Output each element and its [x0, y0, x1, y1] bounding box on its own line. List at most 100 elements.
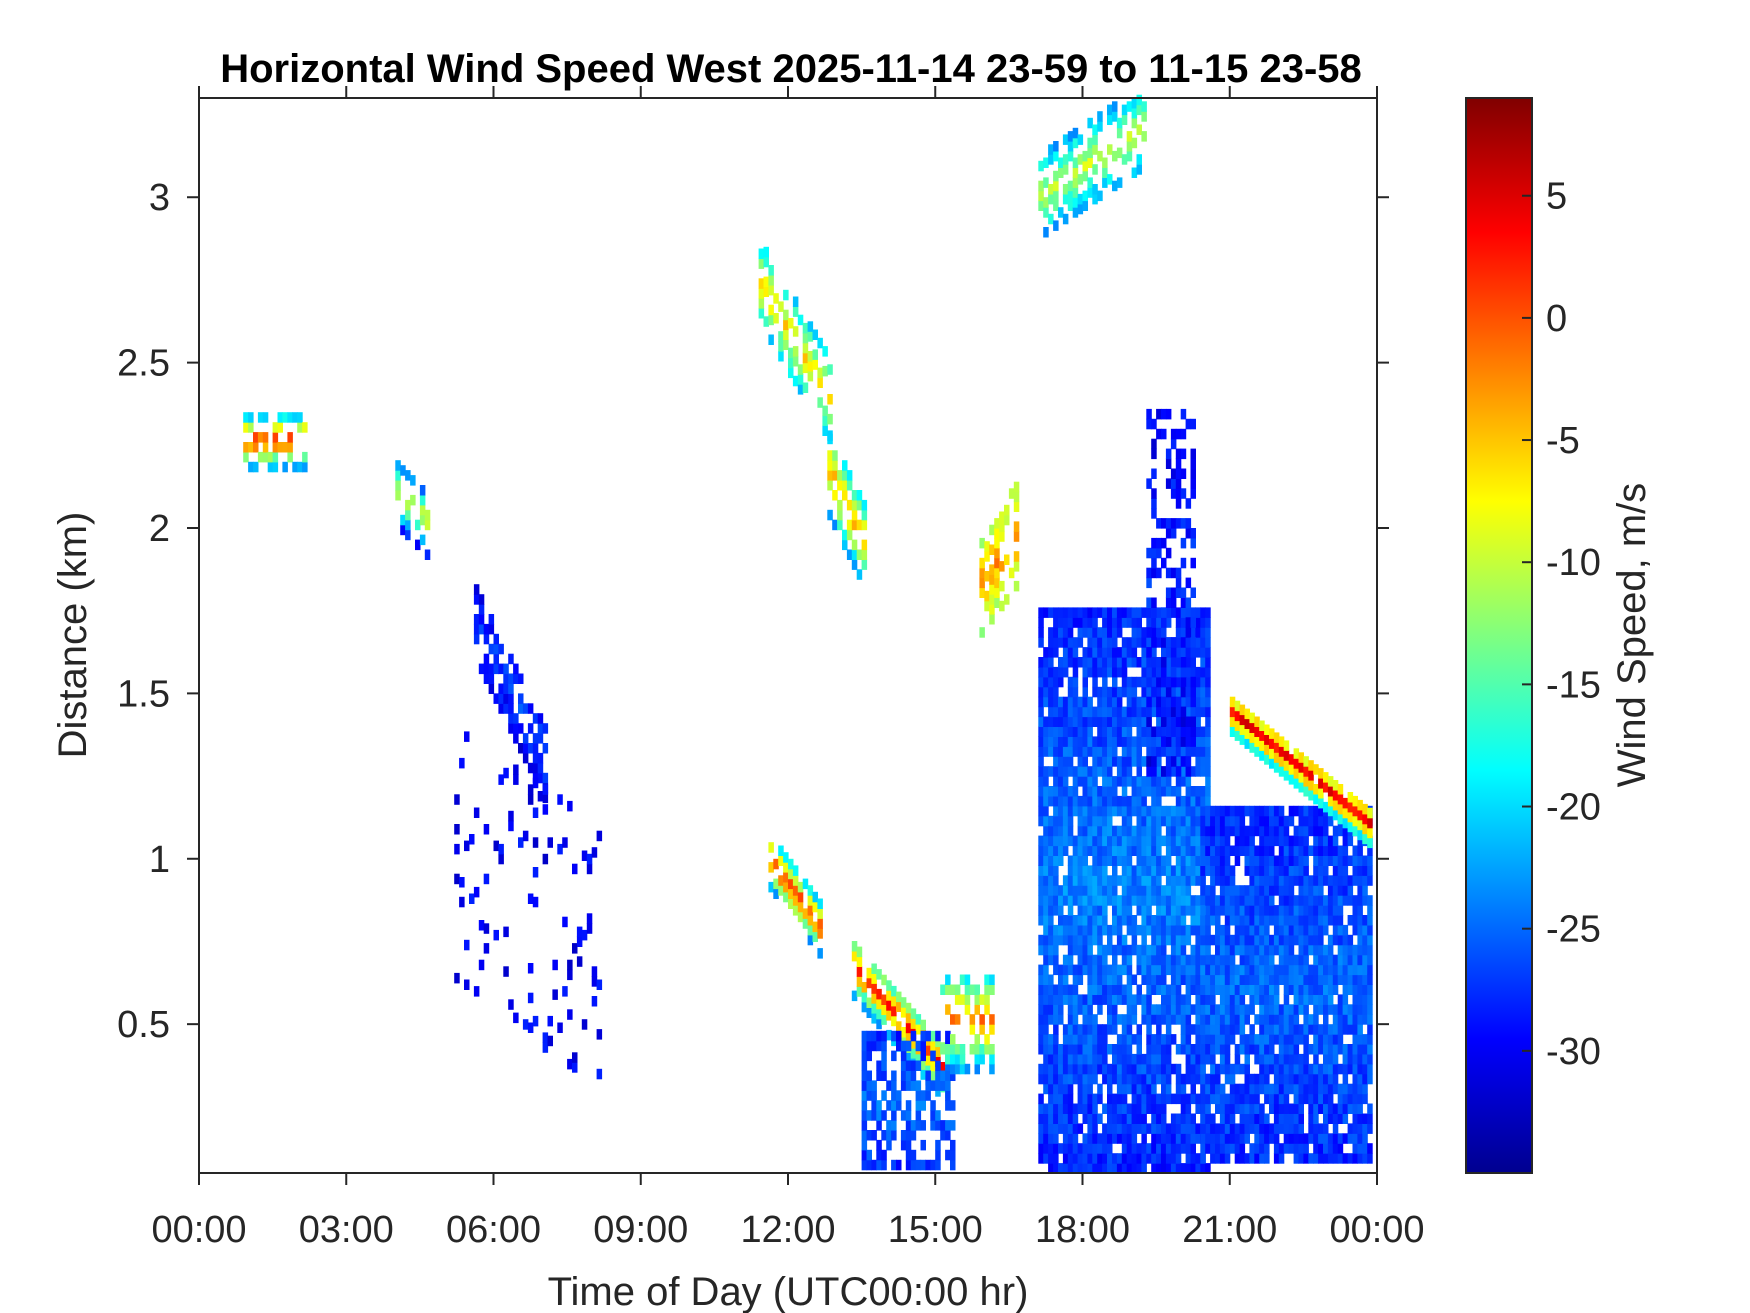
- heatmap-cell: [1048, 144, 1054, 155]
- heatmap-cell: [1043, 1143, 1049, 1154]
- heatmap-cell: [503, 926, 509, 938]
- heatmap-cell: [1013, 501, 1020, 512]
- heatmap-cell: [1077, 1073, 1084, 1085]
- heatmap-cell: [1121, 154, 1128, 165]
- heatmap-cell: [1362, 803, 1368, 815]
- heatmap-cell: [1327, 934, 1334, 946]
- heatmap-cell: [1323, 1053, 1329, 1065]
- heatmap-cell: [1087, 1133, 1093, 1144]
- heatmap-cell: [1332, 1034, 1339, 1045]
- heatmap-cell: [1293, 1113, 1300, 1124]
- heatmap-cell: [1362, 875, 1368, 886]
- heatmap-cell: [1126, 924, 1133, 936]
- heatmap-cell: [1293, 974, 1300, 985]
- heatmap-cell: [1116, 994, 1123, 1005]
- heatmap-cell: [1249, 924, 1255, 936]
- heatmap-cell: [1229, 1024, 1236, 1035]
- heatmap-cell: [1131, 795, 1138, 807]
- heatmap-cell: [1156, 408, 1162, 420]
- heatmap-cell: [532, 896, 539, 908]
- heatmap-cell: [542, 772, 549, 784]
- heatmap-cell: [1116, 1133, 1123, 1144]
- heatmap-cell: [483, 943, 490, 954]
- heatmap-cell: [1043, 915, 1049, 926]
- heatmap-cell: [1043, 795, 1049, 807]
- heatmap-cell: [1082, 1063, 1088, 1075]
- heatmap-cell: [1288, 774, 1295, 785]
- heatmap-cell: [1234, 994, 1241, 1005]
- heatmap-cell: [1332, 1063, 1339, 1075]
- heatmap-cell: [1048, 974, 1054, 985]
- heatmap-cell: [1072, 924, 1079, 936]
- heatmap-cell: [1165, 934, 1172, 946]
- heatmap-cell: [1273, 1133, 1280, 1144]
- heatmap-cell: [1303, 1073, 1309, 1085]
- heatmap-cell: [1224, 964, 1231, 976]
- heatmap-cell: [1072, 1153, 1079, 1164]
- heatmap-cell: [1185, 924, 1192, 936]
- heatmap-cell: [1151, 984, 1157, 995]
- heatmap-cell: [1249, 1153, 1255, 1164]
- heatmap-cell: [1205, 686, 1211, 698]
- heatmap-cell: [1342, 1093, 1349, 1105]
- heatmap-cell: [1200, 1024, 1206, 1035]
- heatmap-cell: [1082, 617, 1088, 628]
- heatmap-cell: [1288, 1103, 1295, 1114]
- heatmap-cell: [1126, 647, 1133, 658]
- heatmap-cell: [1308, 1113, 1314, 1124]
- heatmap-cell: [1224, 1053, 1231, 1065]
- heatmap-cell: [1327, 776, 1334, 787]
- heatmap-cell: [851, 559, 858, 570]
- heatmap-cell: [905, 1159, 912, 1171]
- heatmap-cell: [920, 1100, 926, 1111]
- heatmap-cell: [424, 519, 431, 531]
- heatmap-cell: [1092, 756, 1098, 767]
- heatmap-cell: [1151, 657, 1157, 668]
- heatmap-cell: [1107, 144, 1113, 155]
- heatmap-cell: [1367, 807, 1373, 819]
- heatmap-cell: [822, 425, 828, 436]
- heatmap-cell: [1043, 746, 1049, 757]
- heatmap-cell: [1013, 491, 1020, 503]
- heatmap-cell: [1347, 885, 1354, 896]
- heatmap-cell: [1175, 1093, 1182, 1105]
- heatmap-cell: [783, 862, 789, 873]
- heatmap-cell: [1043, 1004, 1049, 1015]
- heatmap-cell: [1244, 974, 1250, 985]
- heatmap-cell: [1318, 885, 1324, 896]
- heatmap-cell: [1170, 865, 1177, 876]
- heatmap-cell: [959, 1053, 966, 1065]
- heatmap-cell: [945, 984, 951, 995]
- heatmap-cell: [1043, 1044, 1049, 1055]
- heatmap-cell: [1067, 1093, 1074, 1105]
- heatmap-cell: [1195, 815, 1201, 827]
- heatmap-cell: [1327, 984, 1334, 995]
- heatmap-cell: [989, 574, 995, 585]
- heatmap-cell: [1165, 637, 1172, 648]
- heatmap-cell: [1092, 607, 1098, 618]
- heatmap-cell: [1170, 924, 1177, 936]
- heatmap-cell: [1264, 754, 1270, 765]
- heatmap-cell: [1224, 915, 1231, 926]
- heatmap-cell: [1136, 795, 1142, 807]
- heatmap-cell: [1269, 895, 1275, 906]
- heatmap-cell: [1072, 944, 1079, 956]
- heatmap-cell: [812, 891, 818, 903]
- heatmap-cell: [1337, 1024, 1344, 1035]
- heatmap-cell: [886, 1080, 892, 1091]
- heatmap-cell: [1161, 865, 1167, 876]
- heatmap-cell: [1116, 666, 1123, 678]
- heatmap-cell: [1077, 964, 1084, 976]
- heatmap-cell: [950, 1044, 956, 1055]
- heatmap-cell: [1293, 1024, 1300, 1035]
- heatmap-cell: [1107, 1113, 1113, 1124]
- heatmap-cell: [1205, 776, 1211, 787]
- heatmap-cell: [1043, 895, 1049, 906]
- heatmap-cell: [1141, 726, 1147, 737]
- heatmap-cell: [1337, 1004, 1344, 1015]
- heatmap-cell: [567, 969, 573, 981]
- heatmap-cell: [1121, 825, 1128, 837]
- heatmap-cell: [1215, 1014, 1221, 1025]
- heatmap-cell: [1072, 1113, 1079, 1124]
- heatmap-cell: [1038, 726, 1044, 737]
